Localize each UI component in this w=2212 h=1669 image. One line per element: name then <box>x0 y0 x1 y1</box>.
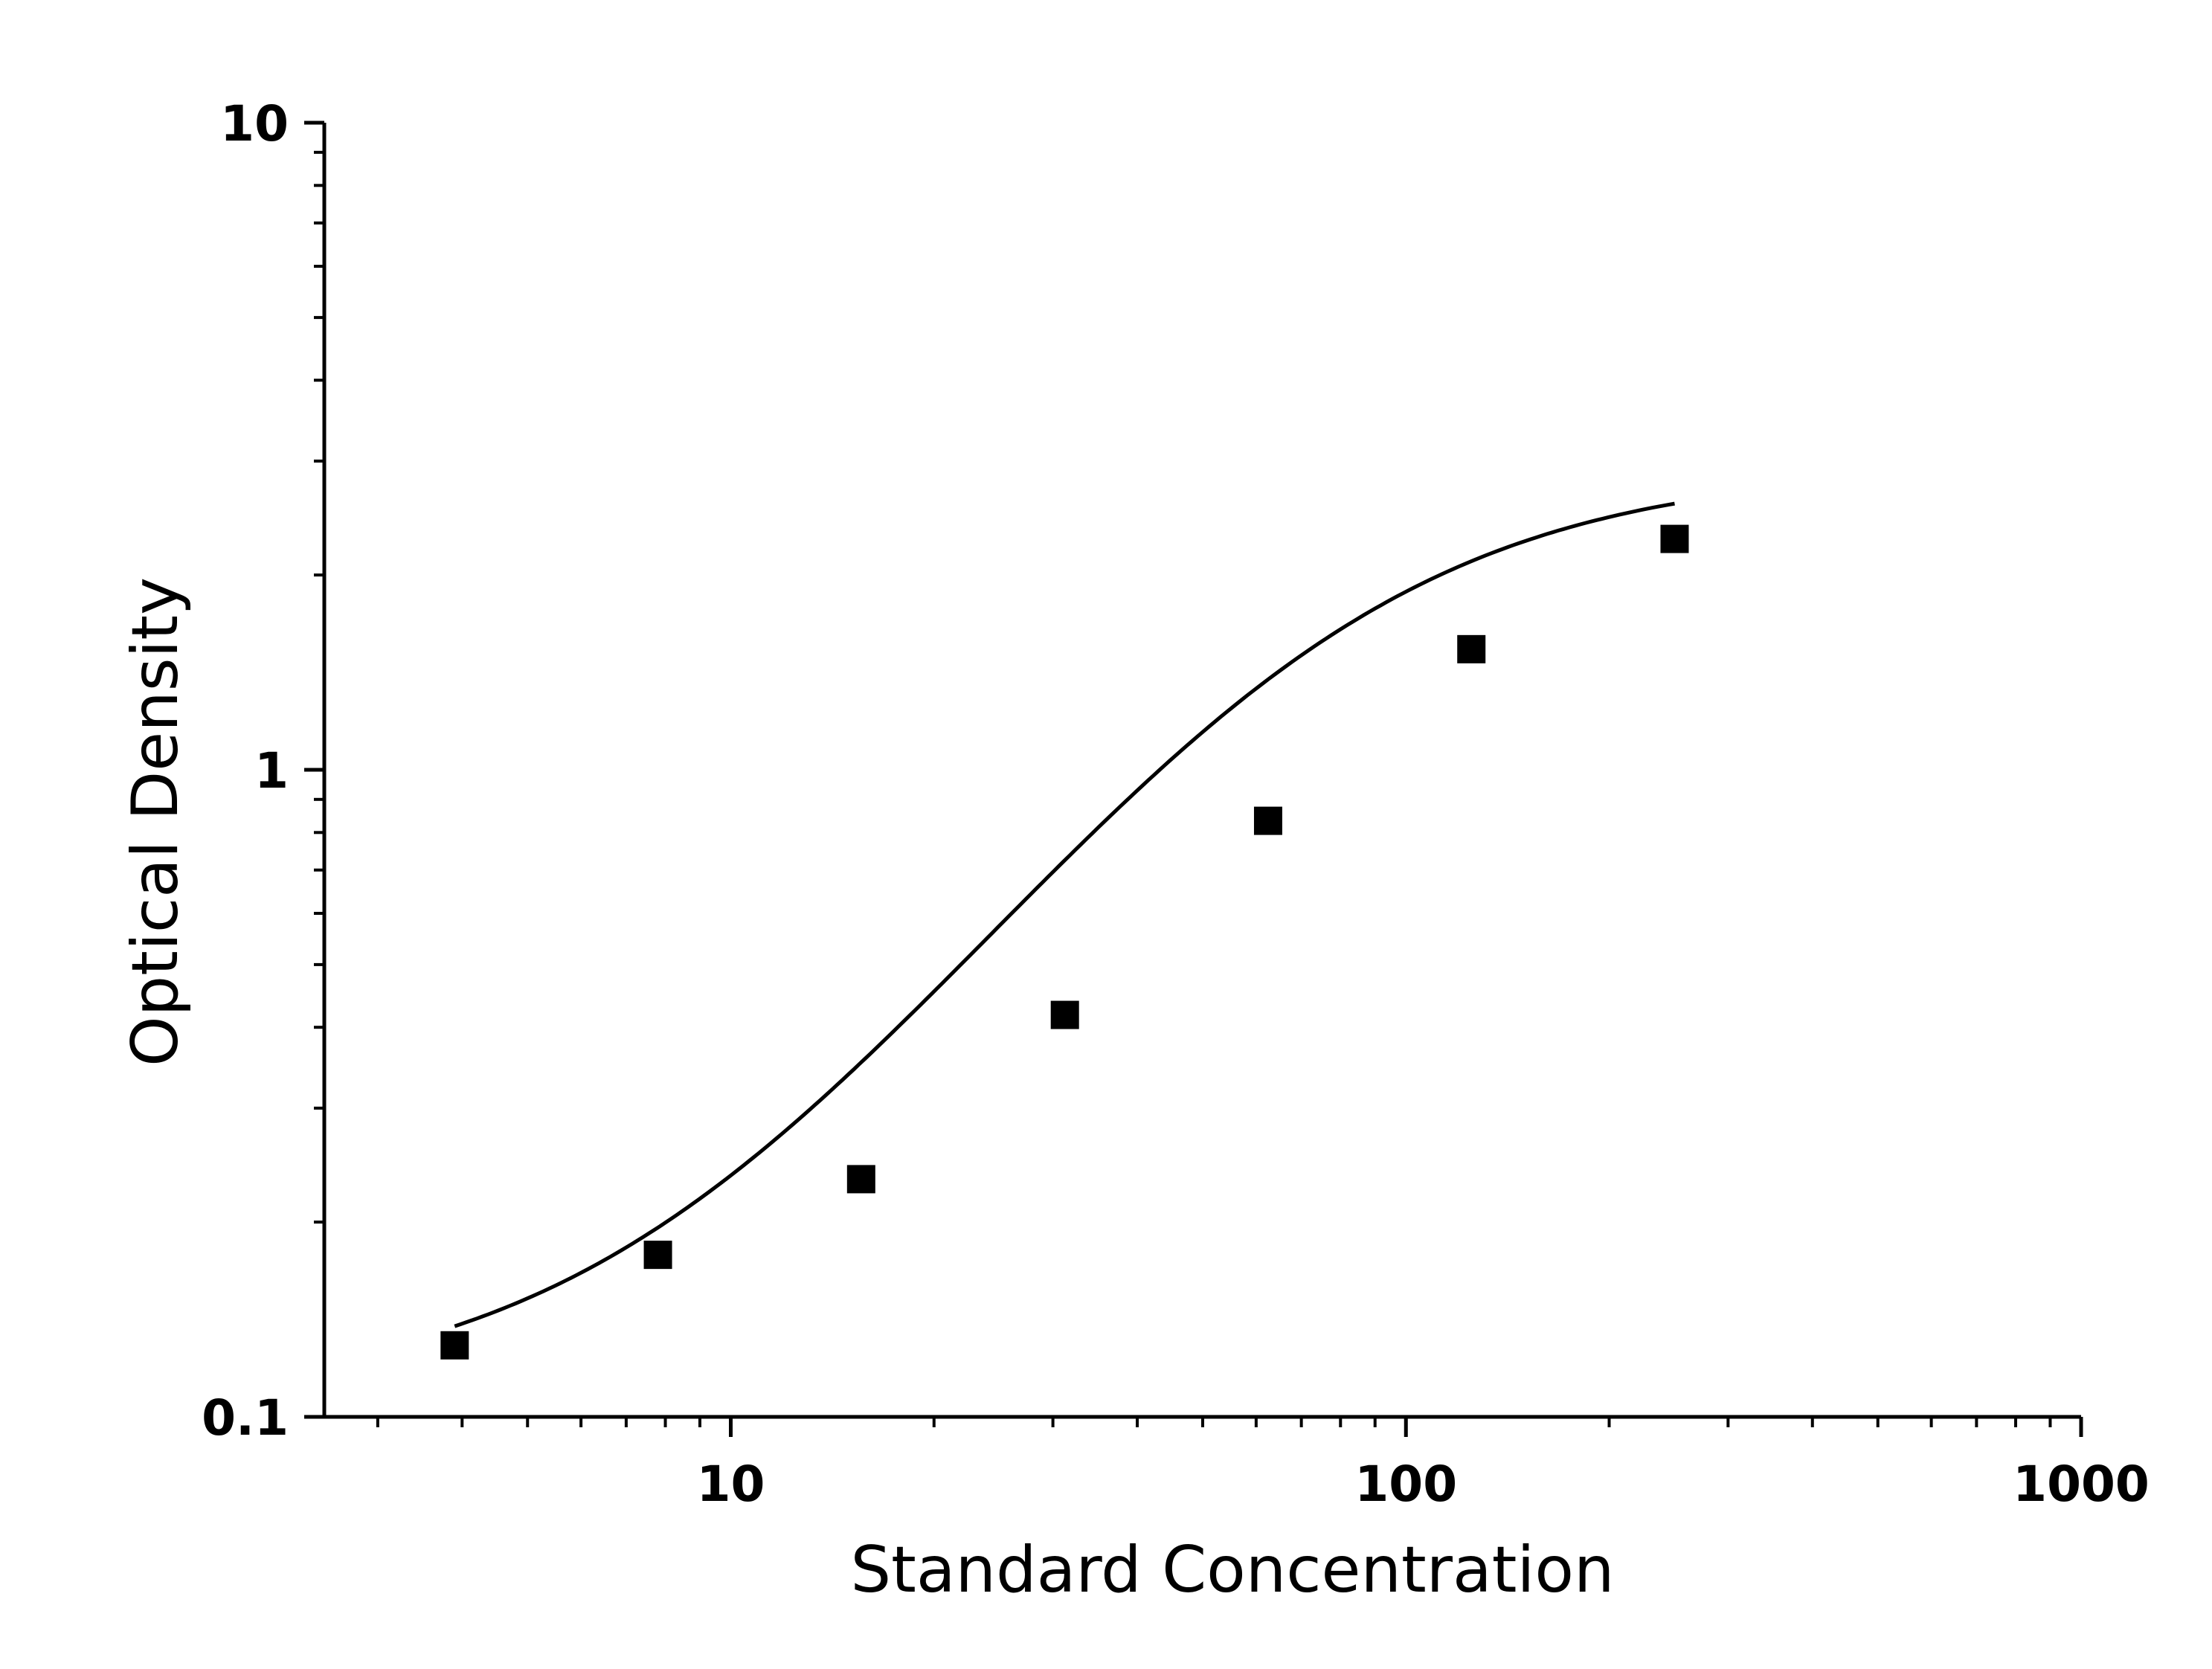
data-point <box>1457 634 1486 663</box>
data-points <box>440 524 1689 1360</box>
y-axis-ticks: 0.1 1 10 <box>202 95 324 1447</box>
x-tick-label: 10 <box>697 1456 765 1513</box>
x-axis-ticks: 10 100 1000 <box>376 1417 2150 1513</box>
data-point <box>846 1165 875 1194</box>
data-point <box>1050 1000 1079 1029</box>
data-point <box>643 1241 672 1270</box>
x-axis-title: Standard Concentration <box>851 1533 1615 1607</box>
fit-curve-line <box>454 501 1675 1328</box>
y-tick-label: 10 <box>220 95 289 152</box>
data-point <box>1253 806 1282 835</box>
data-point <box>440 1331 469 1360</box>
x-tick-label: 1000 <box>2013 1456 2150 1513</box>
x-tick-label: 100 <box>1354 1456 1457 1513</box>
data-point <box>1660 524 1689 553</box>
y-tick-label: 0.1 <box>202 1389 289 1447</box>
y-tick-label: 1 <box>254 742 289 800</box>
y-axis-title: Optical Density <box>118 577 193 1067</box>
